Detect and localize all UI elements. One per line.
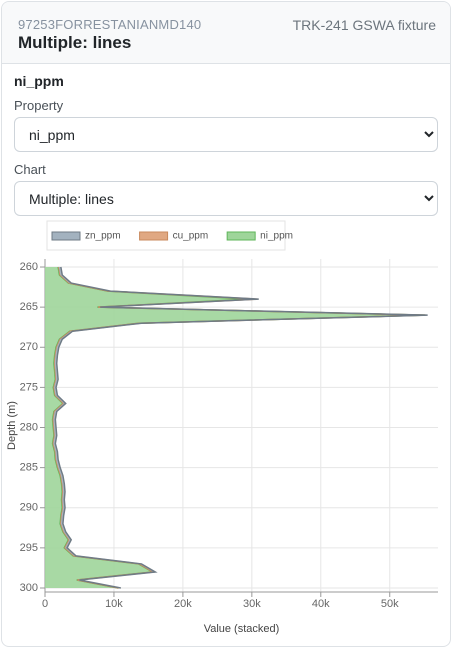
legend-swatch xyxy=(139,231,169,241)
legend-label: ni_ppm xyxy=(260,231,293,242)
x-tick-label: 50k xyxy=(381,598,399,610)
y-tick-label: 260 xyxy=(20,261,38,273)
y-tick-label: 295 xyxy=(20,542,38,554)
legend-label: cu_ppm xyxy=(173,231,209,242)
property-label: Property xyxy=(14,98,64,113)
subtitle: 97253FORRESTANIANMD140 xyxy=(18,17,202,32)
area-line xyxy=(54,266,428,589)
x-tick-label: 30k xyxy=(243,598,261,610)
y-tick-label: 290 xyxy=(20,502,38,514)
badge: TRK-241 GSWA fixture xyxy=(292,17,436,33)
area xyxy=(45,267,425,588)
chart-select[interactable]: Multiple: lines xyxy=(14,181,438,216)
x-tick-label: 10k xyxy=(105,598,123,610)
y-tick-label: 280 xyxy=(20,421,38,433)
chart: 0 10k 20k 30k 40k 50k 260 265 270 275 280 285 290 295… xyxy=(6,220,438,635)
x-tick-label: 40k xyxy=(312,598,330,610)
property-select[interactable]: ni_ppm xyxy=(14,117,438,152)
title: Multiple: lines xyxy=(18,33,132,52)
x-tick-label: 20k xyxy=(174,598,192,610)
y-axis-label: Depth (m) xyxy=(6,401,18,450)
y-tick-label: 275 xyxy=(20,381,38,393)
legend-label: zn_ppm xyxy=(85,231,121,242)
legend-swatch xyxy=(51,231,81,241)
y-tick-label: 285 xyxy=(20,462,38,474)
y-tick-label: 300 xyxy=(20,582,38,594)
x-axis-label: Value (stacked) xyxy=(204,623,280,635)
legend-swatch xyxy=(226,231,256,241)
y-tick-label: 265 xyxy=(20,301,38,313)
x-tick-label: 0 xyxy=(42,598,48,610)
section-title: ni_ppm xyxy=(14,73,64,89)
chart-label: Chart xyxy=(14,162,46,177)
card-header: 97253FORRESTANIANMD140 Multiple: lines T… xyxy=(2,2,450,64)
y-tick-label: 270 xyxy=(20,341,38,353)
